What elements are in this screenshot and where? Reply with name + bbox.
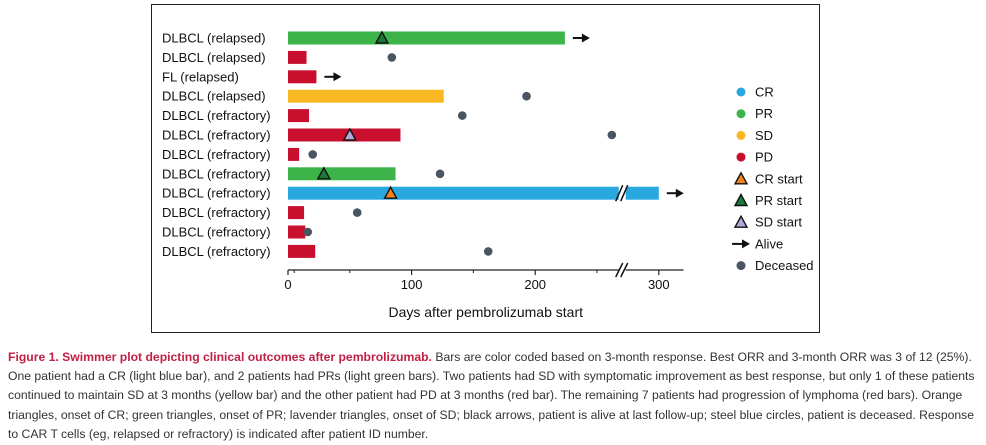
pr-start-triangle: [316, 166, 332, 180]
patient-label: DLBCL (refractory): [162, 128, 271, 143]
bar-pd: [288, 50, 307, 64]
swimmer-plot: DLBCL (relapsed) DLBCL (relapsed) FL (rela…: [162, 30, 814, 321]
deceased-dot: [522, 91, 531, 101]
deceased-dot: [387, 53, 397, 62]
deceased-dot: [303, 227, 313, 237]
cr-start-triangle: [383, 185, 398, 199]
sd-start-triangle: [342, 127, 357, 141]
bar-pr: [288, 31, 565, 45]
legend-dot-pr: [736, 109, 746, 119]
legend-dot-pd: [736, 152, 746, 162]
bar-pd: [288, 206, 305, 220]
bar-break-gap: [618, 185, 626, 201]
x-tick-label: 200: [524, 277, 546, 292]
patient-label: DLBCL (refractory): [162, 108, 271, 123]
figure-caption: Figure 1. Swimmer plot depicting clinica…: [8, 348, 978, 444]
bar-break-mark: [620, 184, 629, 202]
axis-break-gap: [618, 268, 626, 272]
deceased-dot: [352, 208, 362, 217]
figure-frame: DLBCL (relapsed) DLBCL (relapsed) FL (rela…: [151, 4, 820, 333]
legend-label: PR: [755, 106, 773, 121]
caption-title: Figure 1. Swimmer plot depicting clinica…: [8, 350, 432, 364]
bar-pd: [288, 225, 306, 239]
legend-dot-deceased: [736, 261, 746, 271]
legend-triangle-cr-start: [733, 171, 749, 185]
patient-label: DLBCL (refractory): [162, 244, 271, 259]
x-tick-label: 300: [648, 277, 670, 292]
alive-arrow-icon: [675, 188, 684, 198]
x-tick-label: 100: [401, 277, 423, 292]
bar-pd: [288, 147, 300, 161]
x-tick-label: 0: [284, 277, 291, 292]
alive-arrow-icon: [581, 33, 590, 43]
alive-arrow-icon: [333, 72, 342, 82]
caption-body: Bars are color coded based on 3-month re…: [8, 350, 975, 441]
x-axis-label: Days after pembrolizumab start: [388, 304, 583, 320]
bar-pr: [288, 167, 396, 181]
bar-sd: [288, 89, 444, 103]
legend-label: Alive: [755, 236, 783, 251]
patient-label: DLBCL (refractory): [162, 186, 271, 201]
bar-cr: [288, 186, 659, 200]
patient-label: DLBCL (refractory): [162, 166, 271, 181]
legend-label: CR: [755, 85, 774, 100]
bar-pd: [288, 128, 401, 142]
patient-label: DLBCL (relapsed): [162, 50, 266, 65]
deceased-dot: [435, 169, 445, 179]
patient-label: DLBCL (refractory): [162, 225, 271, 240]
legend-arrow-icon: [742, 239, 750, 249]
deceased-dot: [308, 150, 318, 159]
bar-pd: [288, 109, 310, 123]
legend-label: Deceased: [755, 258, 814, 273]
legend-dot-cr: [736, 87, 746, 97]
bar-pd: [288, 244, 316, 258]
axis-break-mark: [615, 262, 624, 278]
axis-break-mark: [620, 262, 629, 278]
legend-label: PR start: [755, 193, 802, 208]
patient-label: FL (relapsed): [162, 69, 239, 84]
legend-label: SD start: [755, 215, 802, 230]
pr-start-triangle: [374, 30, 390, 44]
bar-pd: [288, 70, 317, 84]
legend-triangle-sd-start: [733, 214, 749, 228]
patient-label: DLBCL (refractory): [162, 147, 271, 162]
deceased-dot: [607, 130, 617, 140]
deceased-dot: [457, 111, 467, 120]
patient-label: DLBCL (relapsed): [162, 31, 266, 46]
patient-label: DLBCL (refractory): [162, 205, 271, 220]
legend-label: SD: [755, 128, 773, 143]
legend-triangle-pr-start: [733, 193, 749, 207]
bar-break-mark: [615, 184, 624, 202]
legend-dot-sd: [736, 130, 746, 140]
deceased-dot: [483, 247, 493, 256]
legend-label: CR start: [755, 171, 803, 186]
legend-label: PD: [755, 150, 773, 165]
patient-label: DLBCL (relapsed): [162, 89, 266, 104]
